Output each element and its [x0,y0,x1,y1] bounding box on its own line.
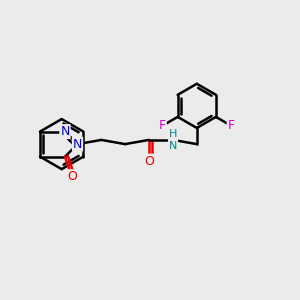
Text: F: F [228,119,235,132]
Text: H
N: H N [169,129,177,151]
Text: N: N [60,125,70,138]
Text: O: O [144,154,154,168]
Text: N: N [73,138,82,151]
Text: F: F [159,119,166,132]
Text: O: O [67,170,77,183]
